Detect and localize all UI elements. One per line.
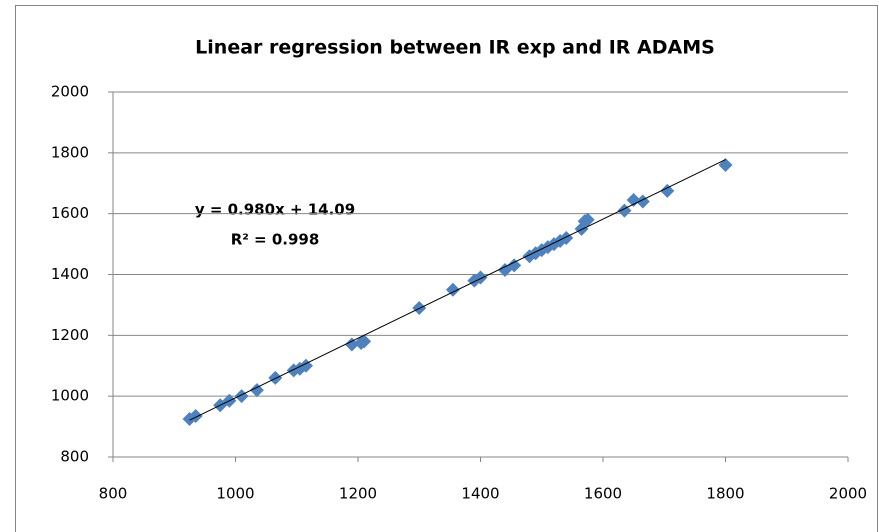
point xyxy=(580,212,595,227)
y-tick-label: 2000 xyxy=(51,83,89,101)
trendline-equation: y = 0.980x + 14.09 xyxy=(195,201,355,219)
x-tick-label: 1000 xyxy=(216,485,254,503)
x-tick-label: 1200 xyxy=(339,485,377,503)
chart-title: Linear regression between IR exp and IR … xyxy=(195,37,715,59)
y-tick-label: 800 xyxy=(60,448,89,466)
point xyxy=(626,192,641,207)
y-tick-label: 1000 xyxy=(51,387,89,405)
y-tick-label: 1800 xyxy=(51,143,89,161)
chart-border xyxy=(15,5,878,532)
trendline xyxy=(189,159,726,421)
point xyxy=(507,258,522,273)
point xyxy=(344,337,359,352)
x-tick-label: 2000 xyxy=(829,485,867,503)
point xyxy=(559,231,574,245)
y-tick-label: 1400 xyxy=(51,265,89,283)
x-tick-label: 1600 xyxy=(584,485,622,503)
point xyxy=(357,334,372,349)
y-tick-label: 1600 xyxy=(51,204,89,222)
point xyxy=(268,370,283,385)
x-tick-label: 1800 xyxy=(706,485,744,503)
x-tick-label: 800 xyxy=(99,485,128,503)
point xyxy=(249,383,264,398)
trendline-r2: R² = 0.998 xyxy=(231,231,320,249)
point xyxy=(473,270,488,285)
y-tick-label: 1200 xyxy=(51,326,89,344)
point xyxy=(445,282,460,297)
x-tick-label: 1400 xyxy=(461,485,499,503)
point xyxy=(660,183,675,198)
